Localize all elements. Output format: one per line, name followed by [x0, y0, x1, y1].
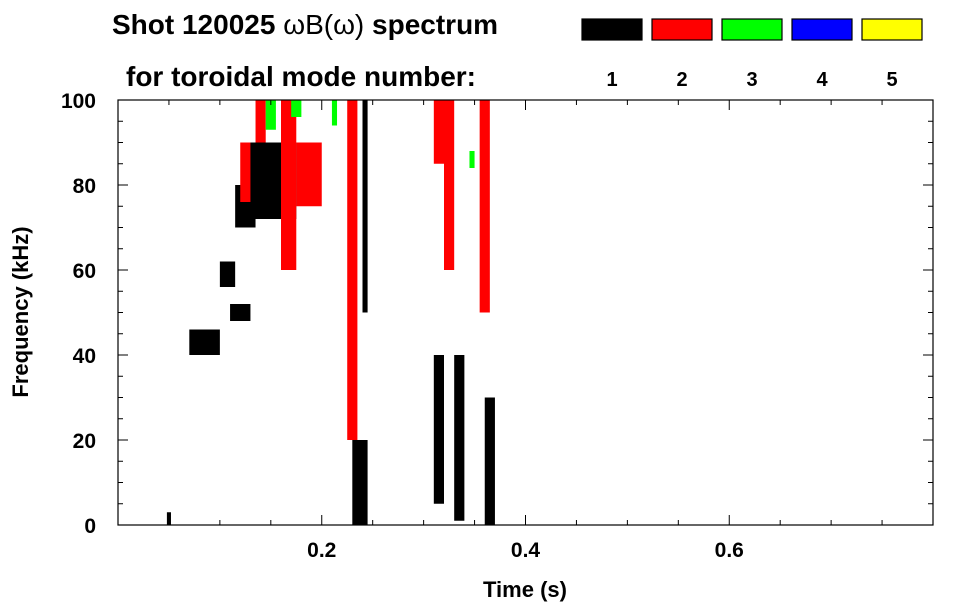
spectrum-region-mode-1-3: [189, 329, 220, 355]
spectrum-region-mode-3-2: [331, 100, 338, 126]
x-tick-label: 0.4: [511, 539, 541, 562]
spectrum-region-mode-2-3: [296, 142, 322, 207]
chart-title-line1: Shot 120025 ωB(ω) spectrum: [112, 9, 498, 40]
legend-label-mode-3: 3: [746, 69, 757, 91]
y-tick-label: 60: [73, 260, 96, 283]
legend-swatch-mode-3: [721, 18, 783, 41]
spectrum-region-mode-1-5: [352, 440, 368, 525]
x-tick-label: 0.2: [307, 539, 336, 562]
spectrum-region-mode-2-4: [347, 100, 358, 440]
spectrum-region-mode-1-2: [230, 304, 251, 321]
spectrum-region-mode-3-0: [265, 100, 276, 130]
y-tick-label: 80: [73, 175, 96, 198]
legend-label-mode-1: 1: [606, 69, 617, 91]
spectrum-region-mode-3-1: [291, 100, 302, 117]
legend-swatch-mode-1: [581, 18, 643, 41]
spectrum-region-mode-2-7: [479, 100, 490, 313]
legend-swatch-mode-4: [791, 18, 853, 41]
y-axis-label: Frequency (kHz): [8, 226, 33, 397]
spectrum-region-mode-1-8: [454, 355, 465, 521]
chart-title-line2: for toroidal mode number:: [126, 61, 476, 92]
legend-label-mode-4: 4: [816, 69, 828, 91]
x-tick-label: 0.6: [715, 539, 744, 562]
spectrum-region-mode-1-6: [362, 100, 368, 313]
plot-marks: [166, 100, 495, 525]
spectrum-region-mode-2-1: [255, 100, 266, 143]
spectrum-region-mode-3-3: [469, 151, 475, 168]
spectrum-region-mode-1-7: [433, 355, 444, 504]
spectrum-region-mode-2-0: [240, 142, 251, 202]
x-axis-label: Time (s): [483, 577, 567, 602]
spectrum-region-mode-2-5: [433, 100, 444, 164]
spectrum-region-mode-1-10: [166, 512, 171, 525]
axis-ticks: 0.2 0.4 0.6 0 20 40 60 80 100: [61, 90, 933, 562]
y-tick-label: 20: [73, 430, 96, 453]
legend-swatch-mode-2: [651, 18, 713, 41]
spectrum-region-mode-1-4: [219, 261, 236, 287]
spectrum-region-mode-2-6: [444, 100, 455, 270]
legend-label-mode-5: 5: [886, 69, 897, 91]
y-tick-label: 100: [61, 90, 96, 113]
y-tick-label: 0: [84, 515, 96, 538]
legend-swatch-mode-5: [861, 18, 923, 41]
y-tick-label: 40: [73, 345, 96, 368]
spectrum-region-mode-2-2: [281, 100, 297, 270]
spectrum-region-mode-1-9: [484, 397, 495, 525]
legend: 1 2 3 4 5: [581, 18, 923, 91]
legend-label-mode-2: 2: [676, 69, 687, 91]
